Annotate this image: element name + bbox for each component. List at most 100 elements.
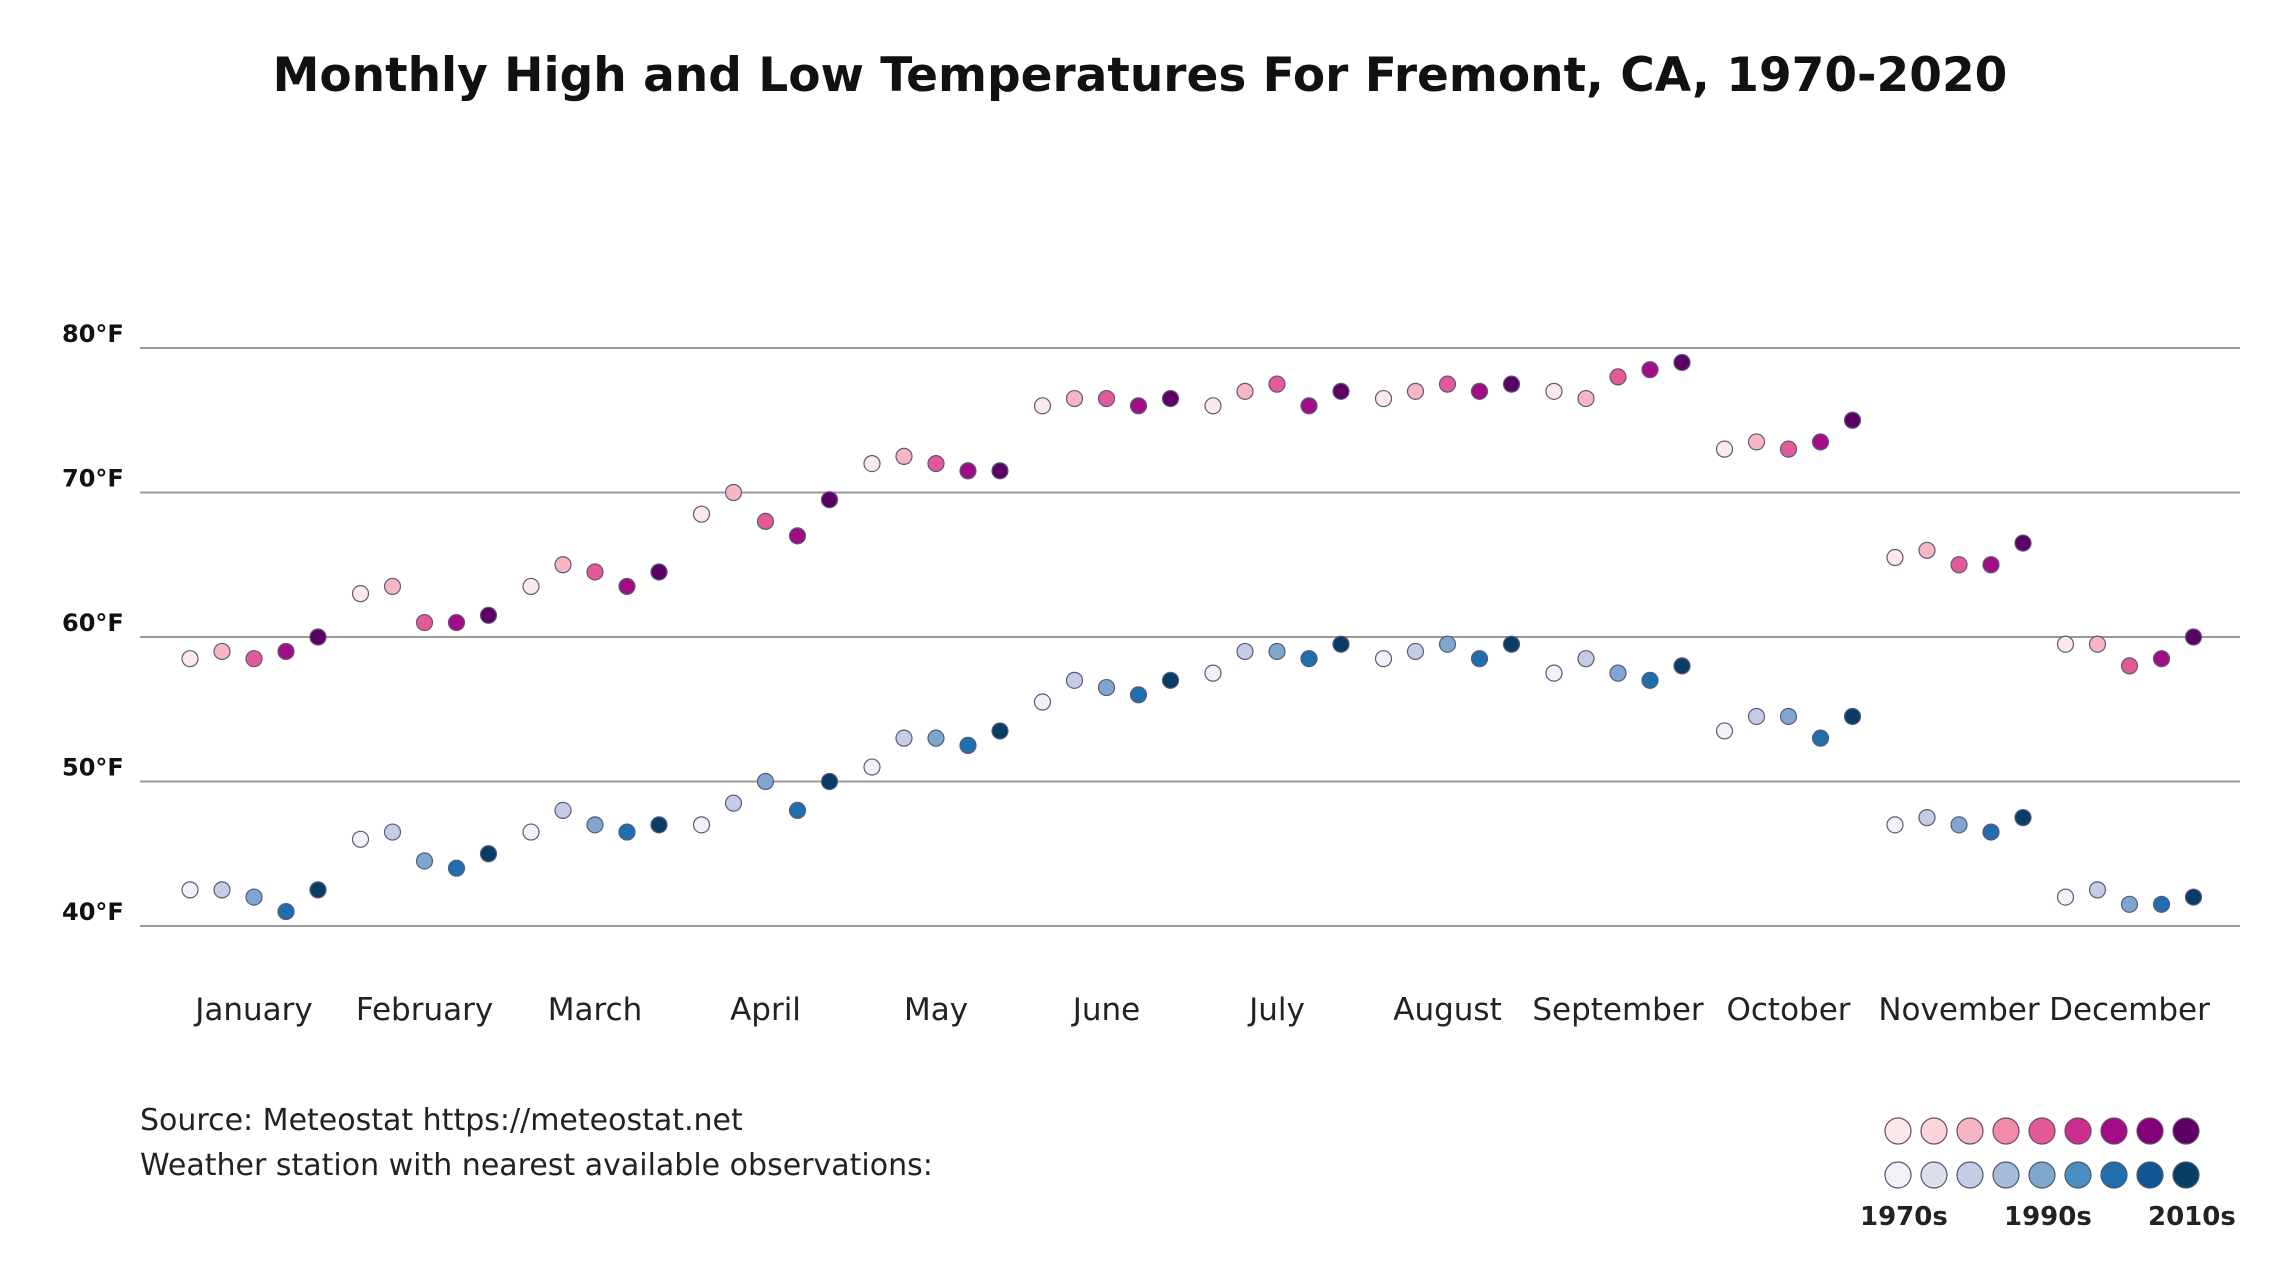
legend-swatch-high bbox=[2064, 1117, 2092, 1145]
data-point-low-1990s-march bbox=[586, 816, 604, 834]
data-point-low-1970s-march bbox=[522, 823, 540, 841]
data-point-high-1980s-august bbox=[1406, 382, 1425, 400]
data-point-high-1970s-december bbox=[2056, 635, 2075, 653]
data-point-low-1990s-july bbox=[1268, 642, 1286, 661]
y-axis-tick-labels: 80°F 70°F 60°F 50°F 40°F bbox=[62, 320, 124, 926]
data-point-low-1980s-june bbox=[1065, 671, 1084, 689]
station-note: Weather station with nearest available o… bbox=[140, 1148, 933, 1183]
data-point-low-1980s-august bbox=[1406, 642, 1425, 661]
data-point-high-2000s-may bbox=[959, 462, 977, 480]
data-point-high-1990s-october bbox=[1779, 440, 1798, 458]
data-point-low-2010s-october bbox=[1843, 707, 1862, 726]
data-point-high-1980s-march bbox=[554, 556, 572, 574]
data-point-high-2000s-august bbox=[1470, 382, 1489, 400]
data-point-high-1970s-april bbox=[692, 505, 711, 523]
data-point-low-1980s-november bbox=[1918, 809, 1936, 827]
y-tick-label: 60°F bbox=[62, 609, 124, 637]
data-point-high-1970s-february bbox=[351, 585, 370, 603]
data-point-low-2000s-december bbox=[2152, 895, 2171, 913]
data-points bbox=[181, 353, 2203, 921]
month-label: October bbox=[1726, 992, 1850, 1028]
data-point-low-2000s-january bbox=[277, 902, 295, 921]
data-point-high-1980s-september bbox=[1577, 389, 1595, 408]
data-point-high-1970s-march bbox=[522, 577, 540, 596]
data-point-high-1980s-january bbox=[213, 642, 231, 661]
data-point-high-1970s-january bbox=[181, 650, 199, 668]
data-point-low-1980s-february bbox=[383, 823, 402, 841]
data-point-high-1980s-june bbox=[1065, 389, 1084, 408]
data-point-low-1980s-january bbox=[213, 881, 231, 899]
legend-label-1970s: 1970s bbox=[1860, 1202, 1948, 1232]
data-point-low-1980s-july bbox=[1236, 642, 1254, 661]
data-point-high-1990s-september bbox=[1609, 368, 1627, 386]
data-point-low-1990s-january bbox=[245, 888, 263, 906]
data-point-low-2000s-march bbox=[618, 823, 636, 841]
data-point-low-1970s-january bbox=[181, 881, 199, 899]
data-point-low-2010s-june bbox=[1161, 671, 1180, 689]
data-point-low-1980s-may bbox=[895, 729, 913, 747]
data-point-low-1970s-october bbox=[1715, 722, 1734, 740]
data-point-low-1970s-june bbox=[1033, 693, 1052, 711]
y-tick-label: 50°F bbox=[62, 754, 124, 782]
data-point-low-1980s-april bbox=[724, 794, 743, 812]
data-point-high-1990s-july bbox=[1268, 375, 1286, 393]
data-point-low-1980s-march bbox=[554, 801, 572, 820]
y-tick-label: 80°F bbox=[62, 320, 124, 348]
data-point-low-2010s-may bbox=[991, 722, 1009, 740]
month-label: November bbox=[1878, 992, 2040, 1028]
data-point-low-2000s-july bbox=[1300, 650, 1318, 668]
data-point-high-1970s-august bbox=[1374, 389, 1393, 408]
source-credit: Source: Meteostat https://meteostat.net bbox=[140, 1103, 743, 1138]
data-point-low-2000s-september bbox=[1641, 671, 1659, 689]
data-point-low-1990s-february bbox=[415, 852, 434, 870]
data-point-high-2000s-november bbox=[1982, 556, 2000, 574]
data-point-high-2010s-november bbox=[2014, 534, 2032, 552]
month-label: January bbox=[193, 992, 313, 1028]
legend-swatch-high bbox=[1992, 1117, 2020, 1145]
data-point-low-1990s-june bbox=[1097, 678, 1116, 697]
y-tick-label: 40°F bbox=[62, 898, 124, 926]
legend-swatch-low bbox=[2064, 1161, 2092, 1189]
legend-swatch-high bbox=[1956, 1117, 1984, 1145]
data-point-low-1970s-august bbox=[1374, 650, 1393, 668]
legend-label-2010s: 2010s bbox=[2148, 1202, 2236, 1232]
data-point-high-1990s-april bbox=[756, 512, 775, 531]
data-point-low-1990s-august bbox=[1438, 635, 1457, 653]
data-point-low-2010s-september bbox=[1673, 657, 1691, 675]
chart-title: Monthly High and Low Temperatures For Fr… bbox=[272, 48, 2008, 103]
data-point-high-2010s-march bbox=[650, 563, 668, 581]
data-point-high-2000s-february bbox=[447, 613, 466, 632]
data-point-high-1990s-may bbox=[927, 455, 945, 473]
legend-swatch-high bbox=[2100, 1117, 2128, 1145]
x-axis-month-labels: January February March April May June July Augu… bbox=[193, 992, 2210, 1028]
data-point-low-1990s-april bbox=[756, 772, 775, 791]
data-point-low-2000s-august bbox=[1470, 650, 1489, 668]
data-point-high-1980s-december bbox=[2088, 635, 2107, 653]
data-point-high-1990s-january bbox=[245, 650, 263, 668]
data-point-low-1970s-february bbox=[351, 830, 370, 848]
data-point-high-1990s-august bbox=[1438, 375, 1457, 393]
month-label: July bbox=[1247, 992, 1305, 1028]
data-point-high-2000s-july bbox=[1300, 397, 1318, 415]
legend-swatch-high bbox=[1884, 1117, 1912, 1145]
legend-swatch-low bbox=[1992, 1161, 2020, 1189]
data-point-low-1980s-october bbox=[1747, 707, 1766, 726]
data-point-high-2000s-september bbox=[1641, 361, 1659, 379]
data-point-high-1970s-october bbox=[1715, 440, 1734, 458]
legend-swatch-low bbox=[2028, 1161, 2056, 1189]
data-point-low-2010s-december bbox=[2184, 888, 2203, 906]
data-point-high-2010s-january bbox=[309, 628, 327, 646]
data-point-high-1990s-february bbox=[415, 613, 434, 632]
decade-legend bbox=[1884, 1117, 2200, 1189]
data-point-high-2010s-july bbox=[1332, 382, 1350, 400]
data-point-low-2000s-october bbox=[1811, 729, 1830, 747]
data-point-low-2000s-april bbox=[788, 801, 807, 820]
data-point-low-1980s-september bbox=[1577, 650, 1595, 668]
data-point-high-2010s-april bbox=[820, 491, 839, 509]
data-point-high-2000s-march bbox=[618, 577, 636, 596]
data-point-high-1990s-march bbox=[586, 563, 604, 581]
data-point-high-2000s-october bbox=[1811, 433, 1830, 451]
month-label: June bbox=[1071, 992, 1141, 1028]
gridlines bbox=[140, 347, 2240, 927]
data-point-low-2000s-may bbox=[959, 736, 977, 754]
